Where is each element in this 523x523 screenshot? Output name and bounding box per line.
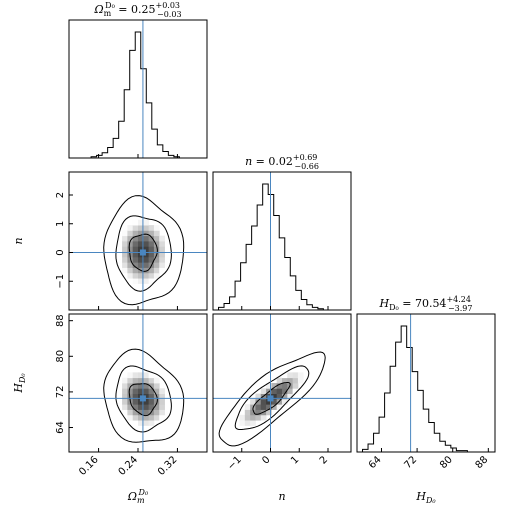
contours-n-h	[218, 351, 326, 447]
xtick-label-n: 2	[318, 454, 330, 466]
histogram-h	[357, 325, 495, 453]
xtick-label-om: 0.32	[156, 454, 180, 478]
ytick-label-n: −1	[55, 274, 66, 289]
ytick-label-h: 72	[55, 386, 66, 399]
axis-label-n: n	[12, 237, 25, 244]
panel-title-n: n = 0.02+0.69 −0.66	[245, 153, 319, 171]
ytick-label-h: 88	[55, 314, 66, 327]
xtick-label-om: 0.16	[77, 454, 101, 478]
xtick-label-h: 80	[438, 454, 455, 471]
panel-title-om: ΩmD₀ = 0.25+0.03 −0.03	[93, 1, 181, 19]
histogram-layer	[69, 31, 495, 453]
ytick-label-n: 1	[55, 221, 66, 227]
contours-om-h	[103, 348, 185, 443]
xtick-label-n: 0	[260, 454, 272, 466]
axis-label-n: n	[278, 490, 285, 503]
xtick-label-h: 72	[402, 454, 419, 471]
ticks-layer: 0.16 0.24 0.32 −1 0 1 2 64 72 80 88 −1 0 1 2 64 72 80 88	[55, 154, 490, 478]
xtick-label-n: 1	[289, 454, 301, 466]
histogram-n	[213, 183, 351, 311]
xtick-label-h: 88	[474, 454, 491, 471]
xtick-label-om: 0.24	[117, 454, 141, 478]
panel-frame-0-0	[68, 19, 208, 159]
xtick-label-n: −1	[226, 454, 244, 472]
panel-title-h: HD₀ = 70.54+4.24 −3.97	[379, 295, 473, 313]
axis-label-h: HD₀	[415, 490, 436, 505]
contours-om-n	[103, 195, 185, 306]
truth-point-n-h	[267, 395, 274, 402]
density-om-n	[122, 219, 165, 284]
panel-frame-1-1	[212, 171, 352, 311]
xtick-label-h: 64	[367, 454, 384, 471]
ytick-label-n: 2	[55, 192, 66, 198]
contour-layer	[103, 195, 326, 447]
axis-labels-layer: ΩmD₀ n HD₀ n HD₀	[12, 237, 436, 505]
ytick-label-n: 0	[55, 249, 66, 255]
panel-frame-2-2	[356, 313, 496, 453]
panel-frame-2-1	[212, 313, 352, 453]
titles-layer: ΩmD₀ = 0.25+0.03 −0.03 n = 0.02+0.69 −0.66 H…	[93, 1, 472, 313]
axis-label-om: ΩmD₀	[127, 488, 149, 505]
truth-lines-layer	[69, 20, 412, 452]
ytick-label-h: 80	[55, 350, 66, 363]
truth-point-om-h	[139, 395, 146, 402]
truth-point-om-n	[139, 249, 146, 256]
axis-label-h: HD₀	[12, 373, 27, 394]
histogram-om	[69, 31, 207, 159]
ytick-label-h: 64	[55, 421, 66, 434]
